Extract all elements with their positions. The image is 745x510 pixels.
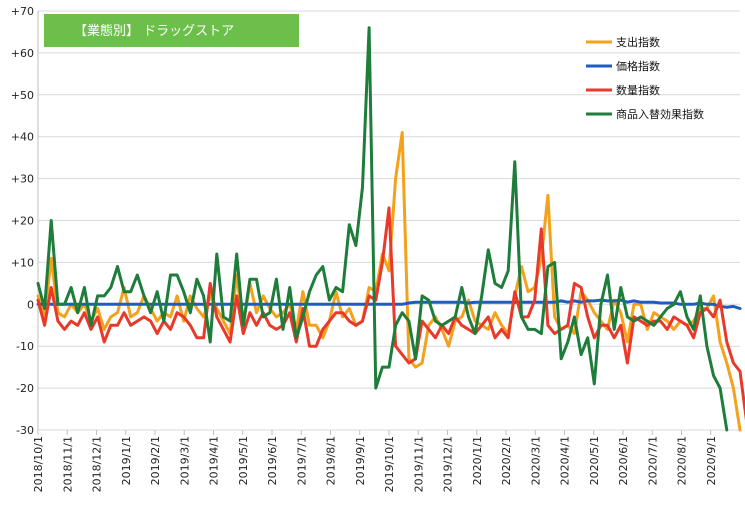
- legend-label: 価格指数: [616, 59, 660, 73]
- x-tick-label: 2020/9/1: [705, 436, 718, 485]
- series-line-1: [36, 131, 742, 432]
- y-tick-label: -20: [16, 382, 34, 395]
- y-tick-label: +60: [11, 47, 34, 60]
- series-group: [36, 26, 745, 432]
- y-tick-label: 0: [27, 298, 34, 311]
- x-tick-label: 2019/2/1: [149, 436, 162, 485]
- x-tick-label: 2020/7/1: [646, 436, 659, 485]
- x-tick-label: 2018/12/1: [91, 436, 104, 492]
- x-tick-label: 2019/3/1: [178, 436, 191, 485]
- x-tick-label: 2019/1/1: [120, 436, 133, 485]
- y-tick-label: +50: [11, 89, 34, 102]
- x-tick-label: 2020/5/1: [588, 436, 601, 485]
- x-tick-label: 2019/11/1: [412, 436, 425, 492]
- chart-title-background: [44, 14, 299, 47]
- y-tick-label: +70: [11, 5, 34, 18]
- y-tick-label: +10: [11, 256, 34, 269]
- x-tick-label: 2020/1/1: [471, 436, 484, 485]
- x-tick-label: 2020/2/1: [500, 436, 513, 485]
- y-tick-label: +20: [11, 215, 34, 228]
- x-tick-label: 2018/11/1: [61, 436, 74, 492]
- y-tick-label: -10: [16, 340, 34, 353]
- x-tick-label: 2019/5/1: [237, 436, 250, 485]
- x-axis: 2018/10/1 2018/11/1 2018/12/1 2019/1/1 2019/…: [32, 430, 718, 492]
- y-tick-label: -30: [16, 424, 34, 437]
- chart-title: 【業態別】 ドラッグストア: [74, 23, 234, 39]
- legend-label: 支出指数: [616, 35, 660, 49]
- x-tick-label: 2018/10/1: [32, 436, 45, 492]
- x-tick-label: 2019/9/1: [354, 436, 367, 485]
- x-tick-label: 2019/12/1: [442, 436, 455, 492]
- y-axis: -30 -20 -10 0 +10 +20 +30 +40 +50 +60 +70: [11, 5, 39, 437]
- x-tick-label: 2020/3/1: [529, 436, 542, 485]
- series-line-3: [36, 206, 745, 421]
- x-tick-label: 2019/4/1: [208, 436, 221, 485]
- x-tick-label: 2020/8/1: [676, 436, 689, 485]
- x-tick-label: 2020/4/1: [559, 436, 572, 485]
- y-tick-label: +30: [11, 173, 34, 186]
- x-tick-label: 2019/6/1: [266, 436, 279, 485]
- legend-label: 数量指数: [616, 83, 660, 97]
- x-tick-label: 2019/7/1: [295, 436, 308, 485]
- y-tick-label: +40: [11, 131, 34, 144]
- series-line-4: [36, 26, 729, 432]
- x-tick-label: 2019/10/1: [383, 436, 396, 492]
- legend-label: 商品入替効果指数: [616, 107, 704, 121]
- x-tick-label: 2019/8/1: [325, 436, 338, 485]
- chart-title-box: 【業態別】 ドラッグストア: [44, 14, 299, 47]
- x-tick-label: 2020/6/1: [617, 436, 630, 485]
